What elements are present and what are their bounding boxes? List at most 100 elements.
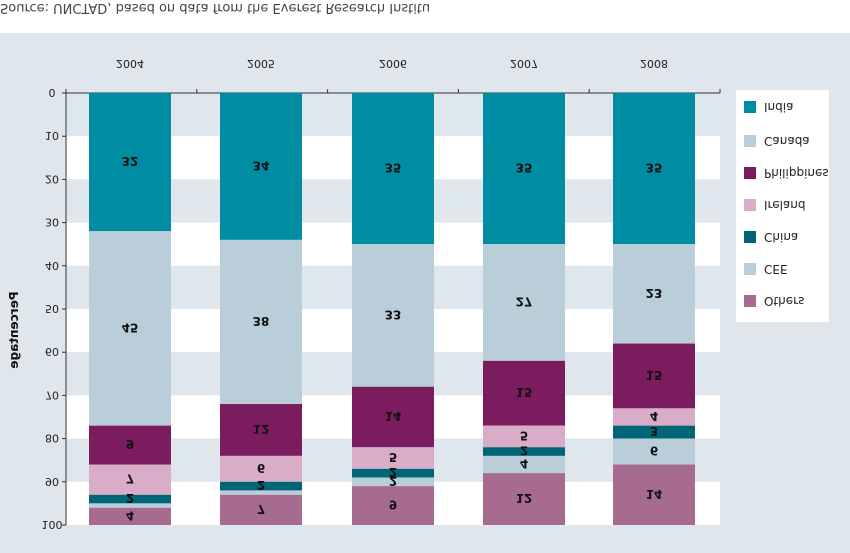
- data-label: 35: [646, 161, 663, 175]
- legend-label: Canada: [764, 134, 810, 148]
- bar-ireland-2005: [220, 455, 302, 482]
- bar-china-2004: [89, 494, 171, 504]
- legend-swatch: [744, 167, 756, 179]
- legend-item-philippines: Philippines: [744, 164, 829, 182]
- x-tick-label: 2006: [379, 57, 407, 70]
- data-label: 6: [650, 444, 658, 458]
- y-tick-label: 0: [49, 86, 56, 99]
- bar-cee-2006: [352, 477, 434, 487]
- data-label: 15: [516, 385, 533, 399]
- data-label: 45: [122, 320, 139, 334]
- bar-ireland-2007: [483, 425, 565, 448]
- data-label: 38: [253, 314, 270, 328]
- y-tick-label: 100: [42, 518, 63, 531]
- bar-canada-2005: [220, 239, 302, 405]
- bar-others-2007: [483, 473, 565, 525]
- legend-swatch: [744, 199, 756, 211]
- bar-ireland-2004: [89, 464, 171, 495]
- data-label: 9: [126, 437, 134, 451]
- bar-ireland-2008: [613, 408, 695, 426]
- legend-swatch: [744, 295, 756, 307]
- data-label: 23: [646, 286, 663, 300]
- data-label: 4: [650, 409, 658, 423]
- legend-swatch: [744, 263, 756, 275]
- y-tick-label: 90: [45, 475, 59, 488]
- data-label: 27: [516, 295, 533, 309]
- x-tick-label: 2005: [247, 57, 275, 70]
- data-label: 14: [385, 409, 402, 423]
- bar-cee-2005: [220, 490, 302, 495]
- data-label: 12: [516, 491, 533, 505]
- data-label: 5: [520, 428, 528, 442]
- bar-china-2008: [613, 425, 695, 439]
- x-tick-label: 2004: [116, 57, 144, 70]
- legend-item-india: India: [744, 98, 793, 116]
- bar-ireland-2006: [352, 447, 434, 469]
- bar-cee-2007: [483, 455, 565, 474]
- bar-canada-2007: [483, 244, 565, 361]
- bar-india-2006: [352, 93, 434, 245]
- data-label: 33: [385, 307, 402, 321]
- legend-label: Ireland: [764, 198, 806, 212]
- legend-label: CEE: [764, 262, 788, 276]
- data-label: 4: [520, 457, 528, 471]
- data-label: 4: [126, 508, 134, 522]
- legend-label: India: [764, 100, 794, 114]
- data-label: 15: [646, 368, 663, 382]
- data-label: 3: [650, 424, 658, 438]
- bar-others-2006: [352, 486, 434, 525]
- y-axis-label: Percentage: [7, 291, 21, 368]
- data-label: 6: [257, 461, 265, 475]
- y-tick-label: 70: [45, 388, 59, 401]
- data-label: 7: [257, 502, 265, 516]
- x-tick-label: 2008: [640, 57, 668, 70]
- y-tick-label: 50: [45, 302, 59, 315]
- data-label: 35: [385, 161, 402, 175]
- data-label: 2: [126, 491, 134, 505]
- legend-swatch: [744, 101, 756, 113]
- data-label: 2: [389, 474, 397, 488]
- bar-philippines-2004: [89, 425, 171, 465]
- data-label: 12: [253, 422, 270, 436]
- legend-item-ireland: Ireland: [744, 196, 806, 214]
- bar-others-2005: [220, 494, 302, 525]
- x-tick-label: 2007: [510, 57, 538, 70]
- bar-india-2005: [220, 93, 302, 240]
- data-label: 2: [257, 478, 265, 492]
- y-tick-label: 40: [45, 259, 59, 272]
- legend-item-others: Others: [744, 292, 804, 310]
- bar-others-2008: [613, 464, 695, 525]
- bar-canada-2006: [352, 244, 434, 387]
- y-tick-label: 30: [45, 216, 59, 229]
- data-label: 2: [389, 465, 397, 479]
- data-label: 14: [646, 487, 663, 501]
- bar-philippines-2008: [613, 343, 695, 409]
- bar-india-2008: [613, 93, 695, 245]
- legend-label: Others: [764, 294, 805, 308]
- data-label: 35: [516, 161, 533, 175]
- bar-cee-2008: [613, 438, 695, 465]
- legend-item-cee: CEE: [744, 260, 788, 278]
- y-tick-label: 20: [45, 172, 59, 185]
- bar-china-2005: [220, 481, 302, 491]
- legend-item-china: China: [744, 228, 798, 246]
- bar-others-2004: [89, 507, 171, 525]
- legend-label: Philippines: [764, 166, 829, 180]
- y-tick-label: 80: [45, 432, 59, 445]
- bar-india-2007: [483, 93, 565, 245]
- data-label: 2: [520, 444, 528, 458]
- legend-item-canada: Canada: [744, 132, 810, 150]
- chart-legend: India Canada Philippines Ireland China CEE Oth…: [736, 90, 829, 322]
- legend-swatch: [744, 231, 756, 243]
- data-label: 32: [122, 154, 139, 168]
- y-tick-label: 60: [45, 345, 59, 358]
- data-label: 34: [253, 158, 270, 172]
- bar-philippines-2006: [352, 386, 434, 448]
- data-label: 5: [389, 450, 397, 464]
- bar-philippines-2007: [483, 360, 565, 426]
- data-label: 7: [126, 472, 134, 486]
- bar-india-2004: [89, 93, 171, 232]
- legend-label: China: [764, 230, 799, 244]
- legend-swatch: [744, 135, 756, 147]
